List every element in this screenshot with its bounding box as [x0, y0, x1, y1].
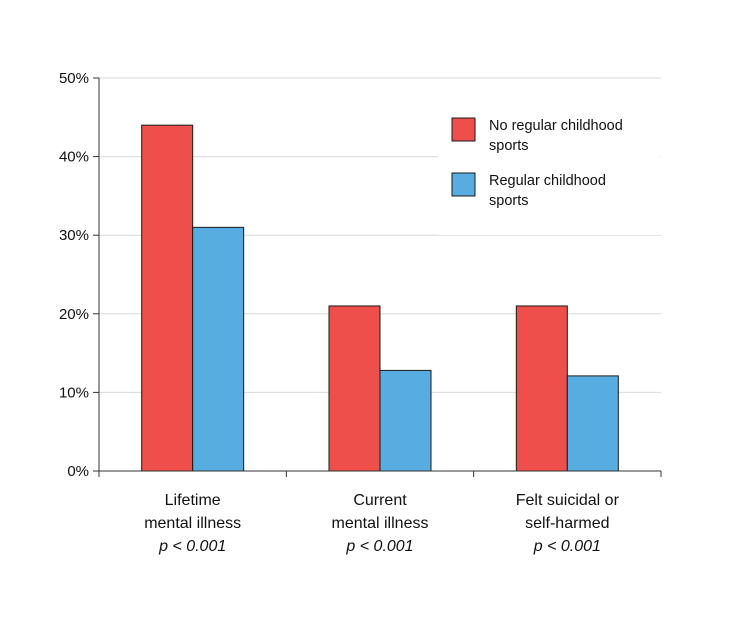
bar-regular-sports-0 [192, 226, 245, 472]
x-axis-category-labels: Lifetime mental illness p < 0.001 Current me… [144, 492, 619, 555]
p-value-label: p < 0.001 [158, 538, 226, 555]
y-tick-label: 0% [67, 463, 89, 480]
category-label-line: mental illness [144, 515, 241, 532]
y-tick-label: 50% [59, 70, 89, 87]
y-tick-label: 40% [59, 149, 89, 166]
bar-no-regular-sports-1 [328, 305, 381, 472]
bar-no-regular-sports-2 [515, 305, 568, 472]
category-label-line: Felt suicidal or [516, 492, 620, 509]
axes [93, 77, 662, 477]
y-axis-tick-labels: 0% 10% 20% 30% 40% 50% [59, 70, 89, 480]
category-label-line: Lifetime [165, 492, 221, 509]
bar-no-regular-sports-0 [141, 124, 194, 472]
legend-label-line: sports [489, 193, 529, 209]
category-label-line: self-harmed [525, 515, 609, 532]
legend-label-line: sports [489, 138, 529, 154]
legend-swatch-no-regular-sports [451, 117, 476, 142]
y-tick-label: 10% [59, 384, 89, 401]
bar-regular-sports-2 [566, 375, 619, 472]
category-label-line: mental illness [332, 515, 429, 532]
y-tick-label: 20% [59, 306, 89, 323]
y-tick-label: 30% [59, 227, 89, 244]
p-value-label: p < 0.001 [345, 538, 413, 555]
category-label-line: Current [353, 492, 407, 509]
p-value-label: p < 0.001 [533, 538, 601, 555]
legend-label-line: Regular childhood [489, 173, 606, 189]
bar-regular-sports-1 [379, 369, 432, 472]
legend: No regular childhood sports Regular childh… [438, 103, 660, 235]
bars [141, 124, 619, 472]
legend-label-line: No regular childhood [489, 118, 623, 134]
legend-swatch-regular-sports [451, 172, 476, 197]
